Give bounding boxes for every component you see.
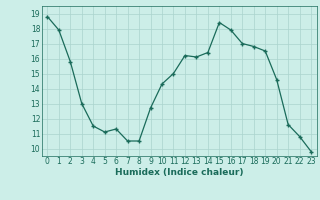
- X-axis label: Humidex (Indice chaleur): Humidex (Indice chaleur): [115, 168, 244, 177]
